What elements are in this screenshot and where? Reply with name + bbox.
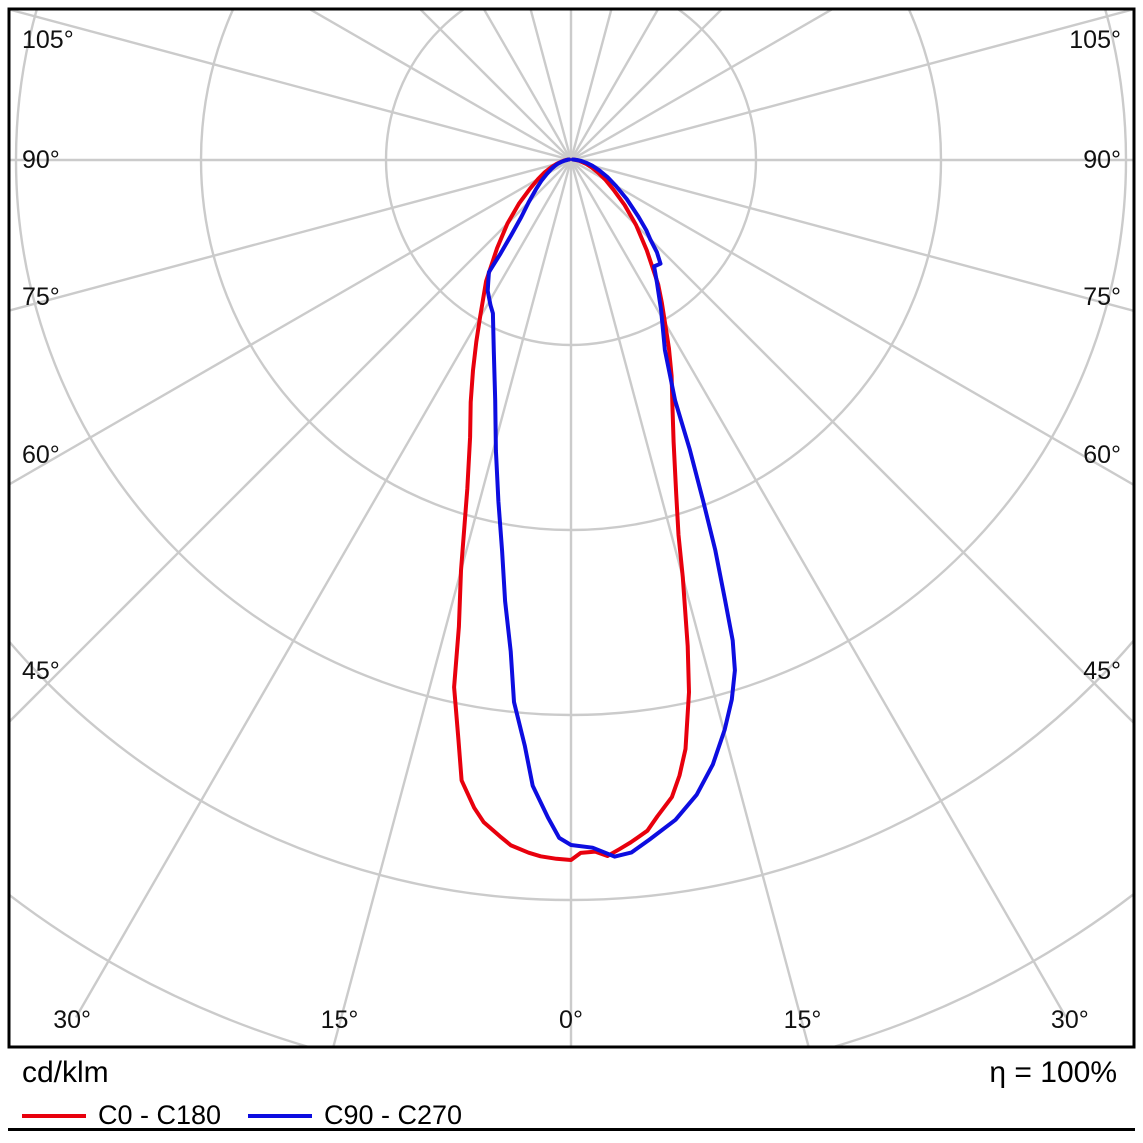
angle-label: 75°: [1083, 283, 1121, 311]
legend-label-c90-c270: C90 - C270: [324, 1100, 463, 1130]
angle-label: 90°: [22, 146, 60, 174]
unit-label: cd/klm: [22, 1056, 109, 1089]
angle-label: 45°: [22, 657, 60, 685]
angle-label: 90°: [1083, 146, 1121, 174]
angle-label: 60°: [1083, 441, 1121, 469]
legend-swatch-c0-c180: [22, 1113, 86, 1118]
bottom-border-line: [8, 1128, 1135, 1131]
angle-label: 15°: [784, 1006, 822, 1034]
chart-border: [7, 7, 1136, 1049]
angle-label: 0°: [559, 1006, 583, 1034]
angle-label: 45°: [1083, 657, 1121, 685]
angle-label: 30°: [53, 1006, 91, 1034]
legend-swatch-c90-c270: [248, 1113, 312, 1118]
curve-c90-c270: [485, 157, 737, 859]
legend-label-c0-c180: C0 - C180: [98, 1100, 222, 1130]
angle-label: 105°: [1069, 26, 1121, 54]
angle-label: 15°: [321, 1006, 359, 1034]
legend-item-c90-c270: C90 - C270: [248, 1100, 462, 1131]
efficiency-value: η = 100%: [989, 1056, 1117, 1089]
legend-item-c0-c180: C0 - C180: [22, 1100, 221, 1131]
angle-label: 30°: [1051, 1006, 1089, 1034]
angle-label: 105°: [22, 26, 74, 54]
curve-c0-c180: [452, 157, 691, 862]
angle-label: 75°: [22, 283, 60, 311]
angle-label: 60°: [22, 441, 60, 469]
